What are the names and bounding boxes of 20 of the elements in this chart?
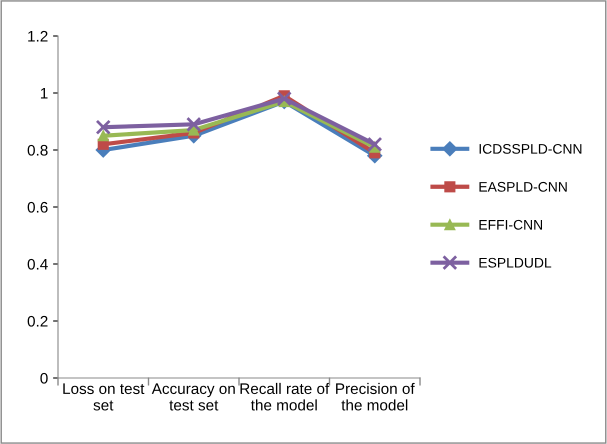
y-tick-label: 1: [40, 88, 48, 99]
y-tick-label: 0.4: [28, 258, 48, 270]
x-tick-label: Recall rate of the model: [240, 382, 330, 411]
x-tick-label: Precision of the model: [336, 382, 415, 411]
y-tick-label: 1.2: [28, 30, 48, 42]
legend-label: EASPLD-CNN: [479, 182, 567, 192]
point: [96, 120, 111, 135]
y-tick-label: 0.2: [28, 316, 48, 327]
y-tick-label: 0: [40, 372, 48, 384]
point: [276, 91, 292, 106]
legend-label: EFFI-CNN: [479, 220, 542, 230]
legend-label: ICDSSPLD-CNN: [480, 144, 582, 154]
legend-label: ESPLDUDL: [479, 258, 552, 268]
point: [98, 130, 109, 142]
y-tick-label: 0.6: [28, 202, 48, 213]
x-tick-label: Accuracy on test set: [152, 383, 235, 411]
point: [186, 116, 202, 132]
y-tick-label: 0.8: [28, 144, 48, 156]
point: [367, 136, 382, 152]
x-tick-label: Loss on test set: [63, 383, 144, 411]
